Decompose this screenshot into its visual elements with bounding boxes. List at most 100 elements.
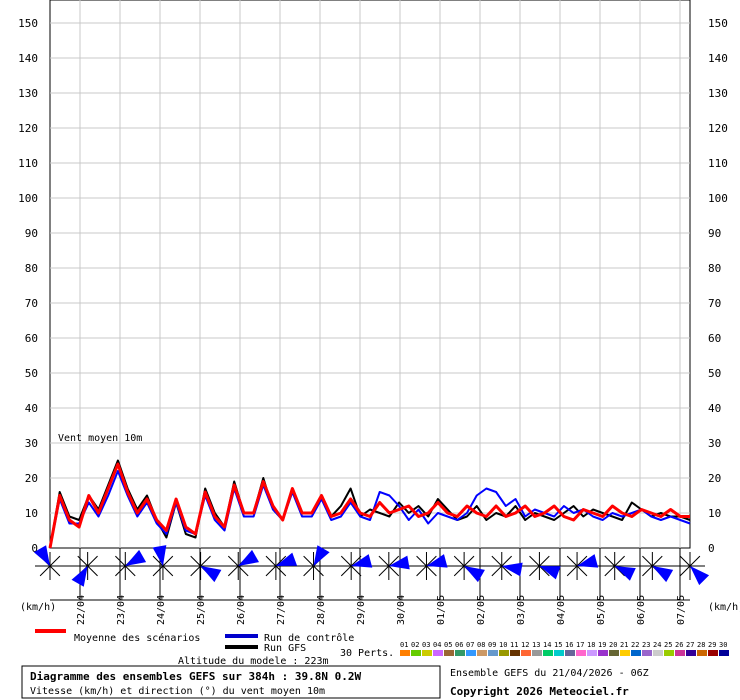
compass-spoke xyxy=(501,565,513,577)
pert-label: 27 xyxy=(686,641,694,649)
y-tick-label-right: 100 xyxy=(708,192,728,205)
compass-spoke xyxy=(642,555,653,567)
compass-spoke xyxy=(529,555,540,567)
y-tick-label-left: 0 xyxy=(31,542,38,555)
compass-spoke xyxy=(426,555,437,567)
y-axis-unit-left: (km/h) xyxy=(20,602,56,613)
compass-spoke xyxy=(190,565,201,577)
compass-spoke xyxy=(614,555,625,567)
pert-label: 07 xyxy=(466,641,474,649)
pert-label: 19 xyxy=(598,641,606,649)
compass-spoke xyxy=(227,555,239,567)
pert-swatch xyxy=(708,650,718,656)
date-label: 30/04 xyxy=(396,595,407,625)
y-tick-label-right: 40 xyxy=(708,402,721,415)
y-tick-label-right: 150 xyxy=(708,17,728,30)
y-tick-label-left: 100 xyxy=(18,192,38,205)
y-tick-label-right: 130 xyxy=(708,87,728,100)
pert-swatch xyxy=(631,650,641,656)
compass-spoke xyxy=(275,555,287,567)
compass-spoke xyxy=(416,555,427,567)
date-label: 02/05 xyxy=(476,595,487,625)
pert-swatch xyxy=(400,650,410,656)
compass-spoke xyxy=(651,555,663,567)
date-labels: 22/04 23/04 24/04 25/04 26/04 27/04 28/04 29/04… xyxy=(76,595,687,625)
wind-direction-marker xyxy=(563,552,599,580)
y-tick-label-right: 60 xyxy=(708,332,721,345)
wind-direction-wedge xyxy=(71,566,88,587)
wind-direction-wedge xyxy=(577,554,599,568)
y-tick-label-left: 120 xyxy=(18,122,38,135)
wind-direction-wedge xyxy=(539,566,561,580)
pert-swatch xyxy=(565,650,575,656)
pert-label: 21 xyxy=(620,641,628,649)
date-label: 06/05 xyxy=(636,595,647,625)
wind-direction-marker xyxy=(299,545,330,580)
compass-spoke xyxy=(614,565,625,577)
run-info: Ensemble GEFS du 21/04/2026 - 06Z xyxy=(450,668,649,679)
date-label: 27/04 xyxy=(276,595,287,625)
compass-spoke xyxy=(340,555,352,567)
wind-direction-wedge xyxy=(200,566,222,583)
pert-swatch xyxy=(499,650,509,656)
pert-swatch xyxy=(521,650,531,656)
compass-spoke xyxy=(426,565,437,577)
pert-label: 01 xyxy=(400,641,408,649)
y-tick-label-left: 140 xyxy=(18,52,38,65)
pert-swatch xyxy=(510,650,520,656)
legend-perts-label: 30 Perts. xyxy=(340,648,394,659)
compass-spoke xyxy=(642,565,653,577)
pert-label: 16 xyxy=(565,641,573,649)
pert-label: 28 xyxy=(697,641,705,649)
pert-swatch xyxy=(455,650,465,656)
pert-label: 09 xyxy=(488,641,496,649)
compass-spoke xyxy=(313,565,324,577)
wind-direction-wedge xyxy=(238,549,260,566)
y-tick-label-left: 80 xyxy=(25,262,38,275)
pert-swatch xyxy=(576,650,586,656)
compass-spoke xyxy=(529,565,540,577)
pert-label: 26 xyxy=(675,641,683,649)
compass-spoke xyxy=(87,565,98,577)
date-label: 26/04 xyxy=(236,595,247,625)
y-tick-label-right: 50 xyxy=(708,367,721,380)
wind-direction-wedge xyxy=(152,545,167,566)
compass-spoke xyxy=(689,555,701,567)
compass-spoke xyxy=(152,555,164,567)
wind-direction-wedge xyxy=(464,566,485,583)
compass-spoke xyxy=(265,565,277,577)
pert-swatch xyxy=(620,650,630,656)
compass-spoke xyxy=(491,565,503,577)
pert-label: 20 xyxy=(609,641,617,649)
y-tick-label-left: 40 xyxy=(25,402,38,415)
pert-label: 10 xyxy=(499,641,507,649)
wind-direction-marker xyxy=(487,552,523,580)
wind-direction-marker xyxy=(337,552,373,580)
compass-spoke xyxy=(303,555,314,567)
pert-swatch xyxy=(543,650,553,656)
compass-spoke xyxy=(49,565,61,577)
compass-spoke xyxy=(453,555,465,567)
pert-label: 15 xyxy=(554,641,562,649)
pert-swatch xyxy=(642,650,652,656)
y-tick-label-left: 110 xyxy=(18,157,38,170)
y-tick-label-right: 10 xyxy=(708,507,721,520)
y-tick-label-right: 80 xyxy=(708,262,721,275)
pert-label: 05 xyxy=(444,641,452,649)
series-line xyxy=(48,462,690,549)
pert-swatch xyxy=(609,650,619,656)
compass-spoke xyxy=(115,555,126,567)
compass-spoke xyxy=(604,565,616,577)
pert-swatch xyxy=(719,650,729,656)
compass-spoke xyxy=(539,565,550,577)
wind-direction-marker xyxy=(224,549,260,580)
compass-spoke xyxy=(539,555,550,567)
compass-spoke xyxy=(378,555,390,567)
wind-direction-row xyxy=(33,545,710,601)
pert-label: 23 xyxy=(642,641,650,649)
wind-direction-marker xyxy=(71,552,102,587)
wind-direction-marker xyxy=(148,545,177,580)
pert-label: 18 xyxy=(587,641,595,649)
date-label: 29/04 xyxy=(356,595,367,625)
